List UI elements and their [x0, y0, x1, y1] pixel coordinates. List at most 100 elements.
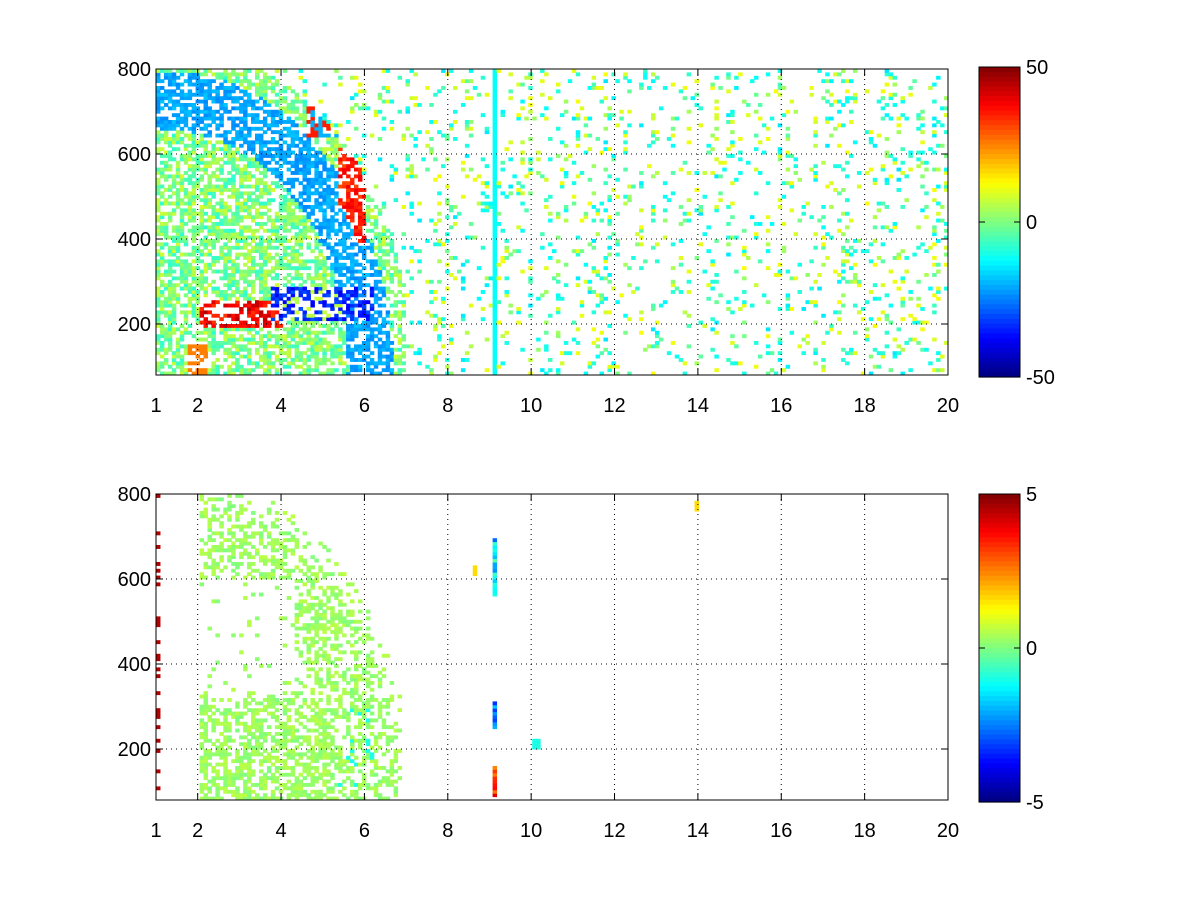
heatmap-cell [880, 310, 886, 315]
heatmap-cell [231, 137, 236, 141]
heatmap-cell [306, 177, 311, 182]
heatmap-cell [381, 235, 387, 240]
heatmap-cell [171, 177, 177, 182]
heatmap-cell [615, 239, 620, 243]
heatmap-cell [837, 109, 842, 114]
heatmap-cell [203, 198, 208, 203]
heatmap-cell [231, 568, 236, 573]
heatmap-cell [243, 140, 248, 145]
heatmap-cell [282, 283, 288, 288]
heatmap-cell [266, 123, 272, 128]
heatmap-cell [330, 205, 335, 209]
heatmap-cell [207, 79, 212, 84]
heatmap-cell [243, 276, 248, 281]
heatmap-cell [199, 310, 205, 315]
heatmap-cell [916, 303, 921, 308]
heatmap-cell [377, 259, 383, 264]
heatmap-cell [365, 283, 371, 288]
heatmap-cell [330, 344, 335, 349]
heatmap-cell [936, 239, 941, 243]
heatmap-cell [171, 259, 177, 264]
heatmap-cell [373, 109, 379, 114]
heatmap-cell [377, 249, 383, 254]
heatmap-cell [302, 143, 307, 148]
heatmap-cell [270, 89, 276, 94]
heatmap-cell [686, 72, 692, 77]
heatmap-cell [251, 303, 256, 308]
heatmap-cell [524, 75, 529, 80]
heatmap-cell [603, 147, 608, 152]
heatmap-cell [884, 330, 890, 335]
heatmap-cell [294, 96, 300, 101]
heatmap-cell [247, 211, 252, 216]
heatmap-cell [239, 201, 244, 206]
heatmap-cell [163, 330, 169, 335]
heatmap-cell [179, 215, 185, 220]
heatmap-cell [373, 113, 379, 118]
heatmap-cell [195, 293, 201, 298]
heatmap-cell [453, 137, 458, 141]
heatmap-cell [235, 711, 240, 716]
heatmap-cell [338, 300, 343, 305]
heatmap-cell [437, 320, 442, 325]
heatmap-cell [167, 324, 173, 328]
heatmap-cell [314, 160, 319, 165]
heatmap-cell [227, 313, 232, 318]
heatmap-cell [361, 171, 367, 175]
heatmap-cell [294, 252, 300, 257]
heatmap-cell [223, 548, 228, 553]
heatmap-cell [159, 92, 165, 97]
heatmap-cell [599, 300, 604, 305]
heatmap-cell [235, 75, 240, 80]
heatmap-cell [262, 368, 268, 373]
heatmap-cell [262, 154, 268, 158]
heatmap-cell [167, 120, 173, 124]
heatmap-cell [936, 269, 941, 274]
heatmap-cell [544, 72, 549, 77]
heatmap-cell [821, 262, 826, 267]
heatmap-cell [179, 106, 185, 111]
heatmap-cell [575, 99, 581, 104]
heatmap-cell [944, 113, 949, 118]
y-tick-label: 200 [118, 314, 151, 336]
heatmap-cell [270, 344, 276, 349]
heatmap-cell [397, 358, 403, 362]
heatmap-cell [322, 201, 327, 206]
heatmap-cell [326, 256, 331, 260]
heatmap-cell [235, 164, 240, 169]
heatmap-cell [156, 623, 161, 628]
heatmap-cell [183, 147, 189, 152]
heatmap-cell [199, 759, 205, 764]
heatmap-cell [211, 548, 216, 553]
heatmap-cell [211, 347, 216, 352]
heatmap-cell [156, 123, 161, 128]
heatmap-cell [849, 266, 854, 271]
heatmap-cell [730, 140, 735, 145]
heatmap-cell [492, 273, 498, 277]
heatmap-cell [294, 198, 300, 203]
heatmap-cell [231, 341, 236, 345]
heatmap-cell [354, 303, 359, 308]
heatmap-cell [361, 89, 367, 94]
heatmap-cell [255, 364, 260, 369]
heatmap-cell [377, 361, 383, 366]
heatmap-cell [373, 279, 379, 284]
heatmap-cell [199, 273, 205, 277]
heatmap-cell [223, 711, 228, 716]
heatmap-cell [298, 116, 304, 121]
heatmap-cell [270, 245, 276, 250]
heatmap-cell [179, 228, 185, 233]
heatmap-cell [282, 276, 288, 281]
heatmap-cell [789, 99, 795, 104]
heatmap-cell [231, 177, 236, 182]
heatmap-cell [156, 96, 161, 101]
heatmap-cell [258, 154, 264, 158]
heatmap-cell [575, 341, 581, 345]
heatmap-cell [239, 184, 244, 189]
heatmap-cell [274, 109, 280, 114]
heatmap-cell [207, 249, 212, 254]
heatmap-cell [912, 337, 917, 342]
heatmap-cell [928, 361, 933, 366]
heatmap-cell [346, 296, 351, 301]
heatmap-cell [892, 337, 898, 342]
